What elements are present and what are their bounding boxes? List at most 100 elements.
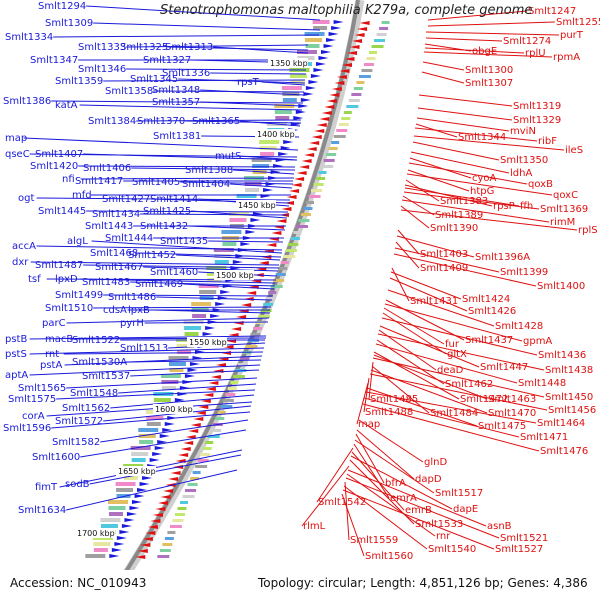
reverse-gene-label[interactable]: qoxC xyxy=(553,190,578,201)
forward-gene-label[interactable]: corA xyxy=(22,411,45,422)
forward-gene-label[interactable]: Smlt1407 xyxy=(35,149,83,160)
forward-gene-label[interactable]: sodB xyxy=(65,479,90,490)
forward-gene-label[interactable]: Smlt1443 xyxy=(85,221,133,232)
forward-gene-label[interactable]: Smlt1634 xyxy=(18,505,66,516)
reverse-gene-label[interactable]: Smlt1471 xyxy=(520,432,568,443)
forward-gene-label[interactable]: mfd xyxy=(72,190,92,201)
forward-gene-label[interactable]: Smlt1537 xyxy=(82,371,130,382)
forward-gene-label[interactable]: Smlt1452 xyxy=(128,250,176,261)
reverse-gene-label[interactable]: Smlt1456 xyxy=(548,405,596,416)
forward-gene-label[interactable]: Smlt1582 xyxy=(52,437,100,448)
reverse-gene-label[interactable]: Smlt1447 xyxy=(480,362,528,373)
reverse-gene-label[interactable]: rplU xyxy=(525,48,546,59)
forward-gene-label[interactable]: Smlt1600 xyxy=(32,452,80,463)
forward-gene-label[interactable]: Smlt1562 xyxy=(62,403,110,414)
forward-gene-label[interactable]: lpxB xyxy=(128,305,150,316)
reverse-gene-label[interactable]: Smlt1300 xyxy=(465,65,513,76)
forward-gene-label[interactable]: Smlt1435 xyxy=(160,236,208,247)
reverse-gene-label[interactable]: Smlt1431 xyxy=(410,296,458,307)
reverse-gene-label[interactable]: Smlt1428 xyxy=(495,321,543,332)
forward-gene-label[interactable]: Smlt1365 xyxy=(192,116,240,127)
forward-gene-label[interactable]: parC xyxy=(42,318,66,329)
reverse-gene-label[interactable]: Smlt1409 xyxy=(420,263,468,274)
forward-gene-label[interactable]: Smlt1486 xyxy=(108,292,156,303)
forward-gene-label[interactable]: Smlt1327 xyxy=(143,55,191,66)
forward-gene-label[interactable]: map xyxy=(5,133,27,144)
forward-gene-label[interactable]: Smlt1405 xyxy=(132,177,180,188)
reverse-gene-label[interactable]: glnD xyxy=(424,457,447,468)
reverse-gene-label[interactable]: dapE xyxy=(453,504,478,515)
reverse-gene-label[interactable]: rpsP xyxy=(493,201,515,212)
forward-gene-label[interactable]: Smlt1357 xyxy=(152,97,200,108)
reverse-gene-label[interactable]: asnB xyxy=(487,521,512,532)
reverse-gene-label[interactable]: obgE xyxy=(472,46,497,57)
forward-gene-label[interactable]: Smlt1427 xyxy=(102,194,150,205)
reverse-gene-label[interactable]: Smlt1484 xyxy=(430,408,478,419)
reverse-gene-label[interactable]: Smlt1403 xyxy=(420,249,468,260)
forward-gene-label[interactable]: pyrH xyxy=(120,318,144,329)
reverse-gene-label[interactable]: Smlt1521 xyxy=(500,533,548,544)
reverse-gene-label[interactable]: Smlt1437 xyxy=(465,335,513,346)
reverse-gene-label[interactable]: gltX xyxy=(447,349,467,360)
forward-gene-label[interactable]: qseC xyxy=(5,149,30,160)
forward-gene-label[interactable]: Smlt1325 xyxy=(120,42,168,53)
reverse-gene-label[interactable]: emrB xyxy=(405,505,432,516)
forward-gene-label[interactable]: Smlt1499 xyxy=(55,290,103,301)
forward-gene-label[interactable]: Smlt1420 xyxy=(30,161,78,172)
forward-gene-label[interactable]: pstB xyxy=(5,334,27,345)
reverse-gene-label[interactable]: gpmA xyxy=(523,336,552,347)
forward-gene-label[interactable]: Smlt1522 xyxy=(72,335,120,346)
forward-gene-label[interactable]: Smlt1313 xyxy=(165,42,213,53)
forward-gene-label[interactable]: Smlt1309 xyxy=(45,18,93,29)
reverse-gene-label[interactable]: rpmA xyxy=(553,52,580,63)
forward-gene-label[interactable]: tsf xyxy=(28,274,41,285)
reverse-gene-label[interactable]: emrA xyxy=(390,493,417,504)
reverse-gene-label[interactable]: htpG xyxy=(470,186,494,197)
reverse-gene-label[interactable]: Smlt1450 xyxy=(545,392,593,403)
forward-gene-label[interactable]: Smlt1432 xyxy=(140,221,188,232)
reverse-gene-label[interactable]: Smlt1485 xyxy=(370,394,418,405)
forward-gene-label[interactable]: Smlt1294 xyxy=(38,1,86,12)
forward-gene-label[interactable]: Smlt1596 xyxy=(3,423,51,434)
reverse-gene-label[interactable]: Smlt1464 xyxy=(537,418,585,429)
forward-gene-label[interactable]: macB xyxy=(45,334,73,345)
reverse-gene-label[interactable]: Smlt1517 xyxy=(435,488,483,499)
forward-gene-label[interactable]: Smlt1417 xyxy=(75,176,123,187)
forward-gene-label[interactable]: pstA xyxy=(40,360,62,371)
forward-gene-label[interactable]: Smlt1548 xyxy=(70,388,118,399)
forward-gene-label[interactable]: Smlt1358 xyxy=(105,86,153,97)
forward-gene-label[interactable]: ogt xyxy=(18,193,34,204)
reverse-gene-label[interactable]: Smlt1436 xyxy=(538,350,586,361)
reverse-gene-label[interactable]: Smlt1390 xyxy=(430,223,478,234)
forward-gene-label[interactable]: Smlt1483 xyxy=(82,277,130,288)
forward-gene-label[interactable]: Smlt1406 xyxy=(83,163,131,174)
forward-gene-label[interactable]: Smlt1386 xyxy=(3,96,51,107)
reverse-gene-label[interactable]: Smlt1463 xyxy=(488,394,536,405)
reverse-gene-label[interactable]: rplS xyxy=(578,225,598,236)
reverse-gene-label[interactable]: Smlt1472 xyxy=(460,394,508,405)
forward-gene-label[interactable]: rnt xyxy=(45,349,59,360)
forward-gene-label[interactable]: Smlt1565 xyxy=(18,383,66,394)
reverse-gene-label[interactable]: Smlt1470 xyxy=(488,408,536,419)
reverse-gene-label[interactable]: Smlt1350 xyxy=(500,155,548,166)
forward-gene-label[interactable]: Smlt1469 xyxy=(135,279,183,290)
reverse-gene-label[interactable]: Smlt1488 xyxy=(365,407,413,418)
reverse-gene-label[interactable]: dapD xyxy=(415,474,442,485)
forward-gene-label[interactable]: Smlt1445 xyxy=(38,206,86,217)
reverse-gene-label[interactable]: Smlt1329 xyxy=(513,115,561,126)
forward-gene-label[interactable]: Smlt1346 xyxy=(78,64,126,75)
reverse-gene-label[interactable]: Smlt1542 xyxy=(318,497,366,508)
reverse-gene-label[interactable]: Smlt1540 xyxy=(428,544,476,555)
reverse-gene-label[interactable]: deaD xyxy=(437,365,464,376)
forward-gene-label[interactable]: Smlt1381 xyxy=(153,131,201,142)
forward-gene-label[interactable]: Smlt1575 xyxy=(8,394,56,405)
reverse-gene-label[interactable]: ribF xyxy=(538,136,557,147)
reverse-gene-label[interactable]: mviN xyxy=(510,126,536,137)
forward-gene-label[interactable]: nfi xyxy=(62,174,75,185)
forward-gene-label[interactable]: Smlt1444 xyxy=(105,233,153,244)
forward-gene-label[interactable]: aptA xyxy=(5,370,28,381)
reverse-gene-label[interactable]: Smlt1255 xyxy=(556,17,600,28)
reverse-gene-label[interactable]: Smlt1247 xyxy=(528,6,576,17)
forward-gene-label[interactable]: Smlt1334 xyxy=(5,32,53,43)
reverse-gene-label[interactable]: Smlt1399 xyxy=(500,267,548,278)
